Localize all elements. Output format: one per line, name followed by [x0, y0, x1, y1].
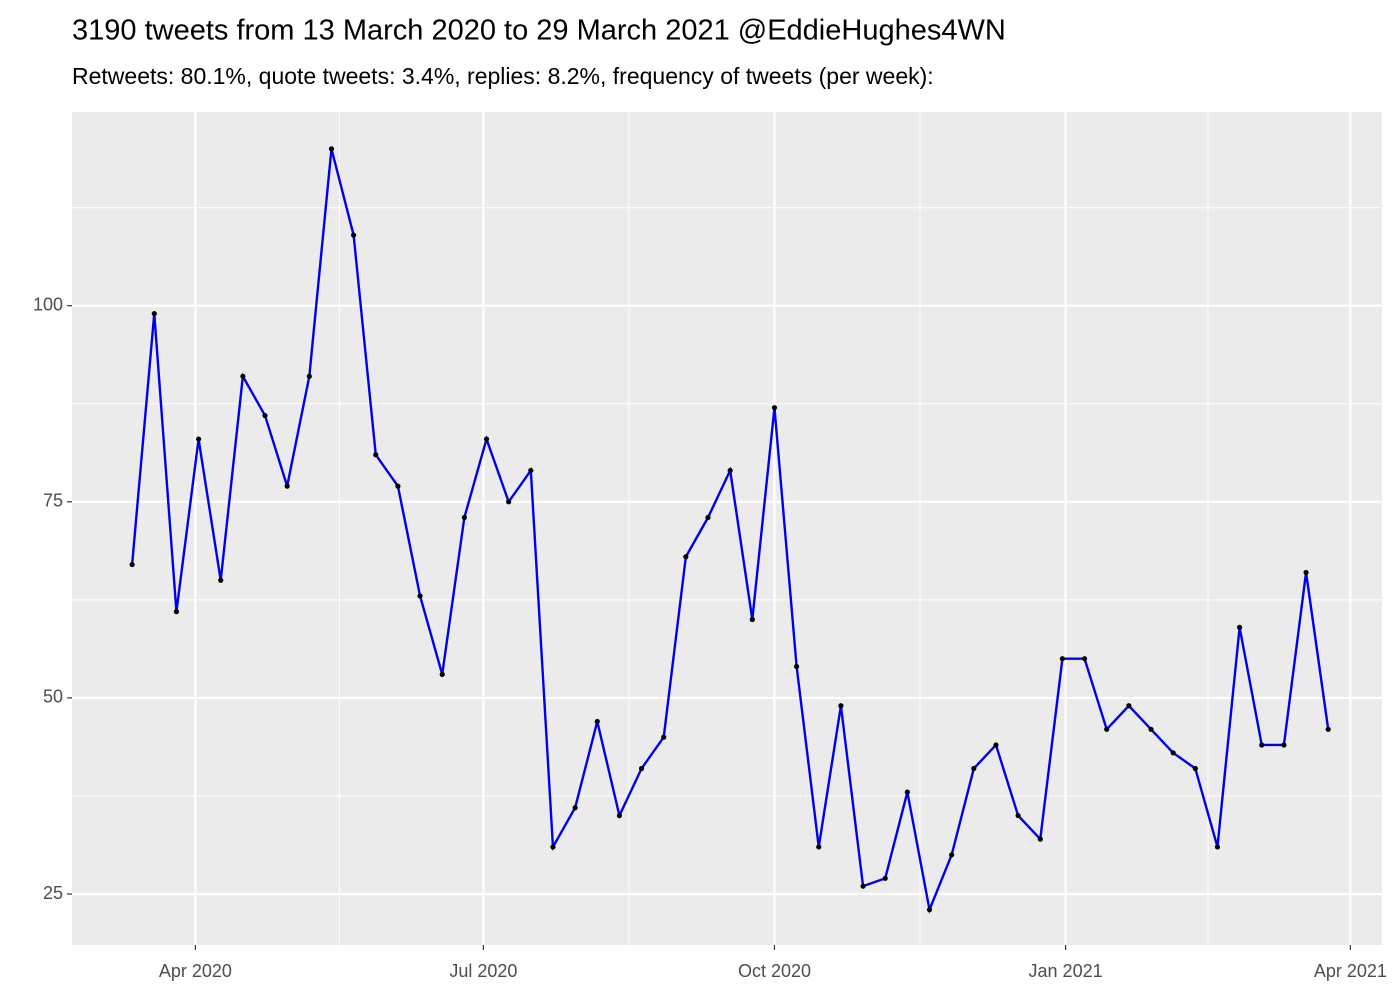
data-point [705, 514, 711, 521]
data-point [771, 405, 778, 411]
data-point [550, 844, 556, 850]
x-tick-label: Apr 2021 [1314, 961, 1387, 981]
data-point [351, 232, 357, 238]
data-point [240, 373, 246, 379]
data-point [661, 734, 667, 740]
data-point [926, 907, 933, 913]
data-point [594, 718, 600, 725]
data-point [129, 561, 135, 568]
data-point [262, 412, 268, 419]
data-point [306, 373, 312, 379]
data-point [860, 883, 866, 889]
data-point [1237, 624, 1243, 630]
data-point [1015, 812, 1021, 819]
data-point [483, 436, 490, 442]
data-point [439, 671, 445, 677]
data-point [616, 812, 623, 819]
y-tick-label: 50 [43, 687, 63, 707]
data-point [816, 844, 822, 850]
data-point [417, 593, 423, 599]
x-tick-label: Jul 2020 [449, 961, 517, 981]
data-point [1281, 742, 1287, 748]
data-point [638, 765, 645, 772]
chart-subtitle: Retweets: 80.1%, quote tweets: 3.4%, rep… [72, 63, 934, 89]
data-point [882, 875, 888, 881]
data-point [1214, 844, 1221, 850]
data-point [461, 514, 467, 521]
data-point [838, 703, 844, 709]
data-point [1037, 836, 1043, 842]
data-point [151, 310, 157, 317]
data-point [993, 742, 999, 748]
data-point [572, 805, 578, 811]
y-tick-label: 75 [43, 491, 63, 511]
data-point [727, 467, 733, 474]
data-point [749, 616, 755, 623]
data-point [395, 483, 401, 489]
data-point [683, 554, 689, 560]
data-point [1126, 703, 1132, 709]
data-point [528, 467, 534, 474]
x-tick-label: Jan 2021 [1029, 961, 1103, 981]
data-point [904, 789, 910, 795]
data-point [1325, 726, 1331, 732]
data-point [1303, 569, 1309, 576]
x-tick-label: Apr 2020 [159, 961, 232, 981]
data-point [173, 609, 180, 615]
chart-title: 3190 tweets from 13 March 2020 to 29 Mar… [72, 15, 1006, 47]
data-point [328, 146, 335, 152]
data-point [1081, 656, 1088, 662]
x-tick-label: Oct 2020 [738, 961, 811, 981]
data-point [794, 663, 800, 670]
y-tick-label: 25 [43, 883, 63, 903]
data-point [1259, 742, 1265, 748]
data-point [218, 577, 224, 583]
data-point [284, 483, 290, 489]
data-point [506, 499, 512, 505]
data-point [1192, 765, 1198, 772]
data-point [1148, 726, 1154, 732]
y-tick-label: 100 [33, 294, 63, 314]
data-point [195, 436, 202, 442]
data-point [1059, 656, 1066, 662]
data-point [373, 452, 379, 458]
data-point [949, 852, 955, 858]
data-point [971, 765, 977, 772]
data-point [1170, 750, 1176, 756]
data-point [1104, 726, 1110, 732]
plot-panel [72, 112, 1382, 945]
